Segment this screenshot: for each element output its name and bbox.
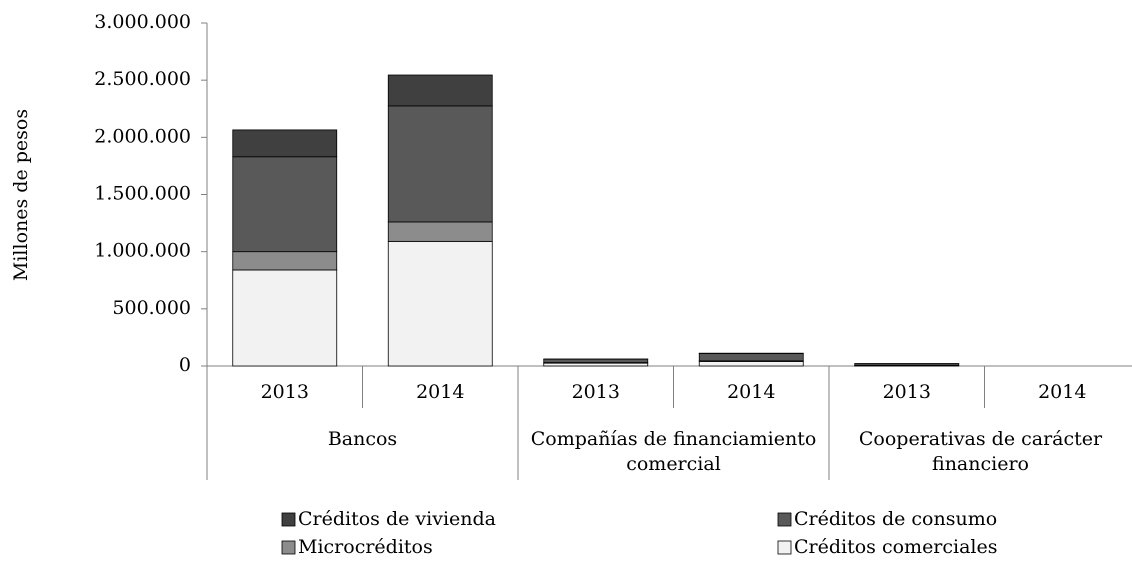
legend-label: Créditos de vivienda [298,508,496,530]
bar-segment [387,240,493,367]
legend-label: Créditos comerciales [794,536,998,558]
y-tick-label: 3.000.000 [94,11,191,33]
bar-segment [232,156,338,253]
bar-segment [698,353,804,362]
bar-segment [543,358,649,363]
y-tick-label: 2.000.000 [94,125,191,147]
group-label: Cooperativas de carácter financiero [858,428,1103,475]
x-tick-label: 2014 [416,381,464,403]
bar-segment [387,105,493,223]
legend-label: Microcréditos [298,536,433,558]
bar-segment [232,129,338,158]
legend-swatch [777,512,792,527]
legend-swatch [281,512,296,527]
x-tick-label: 2014 [727,381,775,403]
bar-segment [698,361,804,367]
x-tick-label: 2014 [1038,381,1086,403]
legend-swatch [281,540,296,555]
legend-swatch [777,540,792,555]
y-tick-label: 0 [179,354,191,376]
y-axis-label: Millones de pesos [10,109,32,281]
group-label: Compañías de financiamiento comercial [530,428,817,475]
bar-segment [387,74,493,107]
y-tick-label: 1.000.000 [94,240,191,262]
bar-segment [543,362,649,367]
bar-segment [232,269,338,367]
group-label: Bancos [327,428,398,450]
legend-label: Créditos de consumo [794,508,997,530]
x-tick-label: 2013 [261,381,309,403]
x-tick-label: 2013 [572,381,620,403]
bar-segment [232,251,338,271]
bar-segment [387,221,493,242]
y-tick-label: 2.500.000 [94,68,191,90]
y-tick-label: 500.000 [112,297,191,319]
x-tick-label: 2013 [883,381,931,403]
y-tick-label: 1.500.000 [94,183,191,205]
